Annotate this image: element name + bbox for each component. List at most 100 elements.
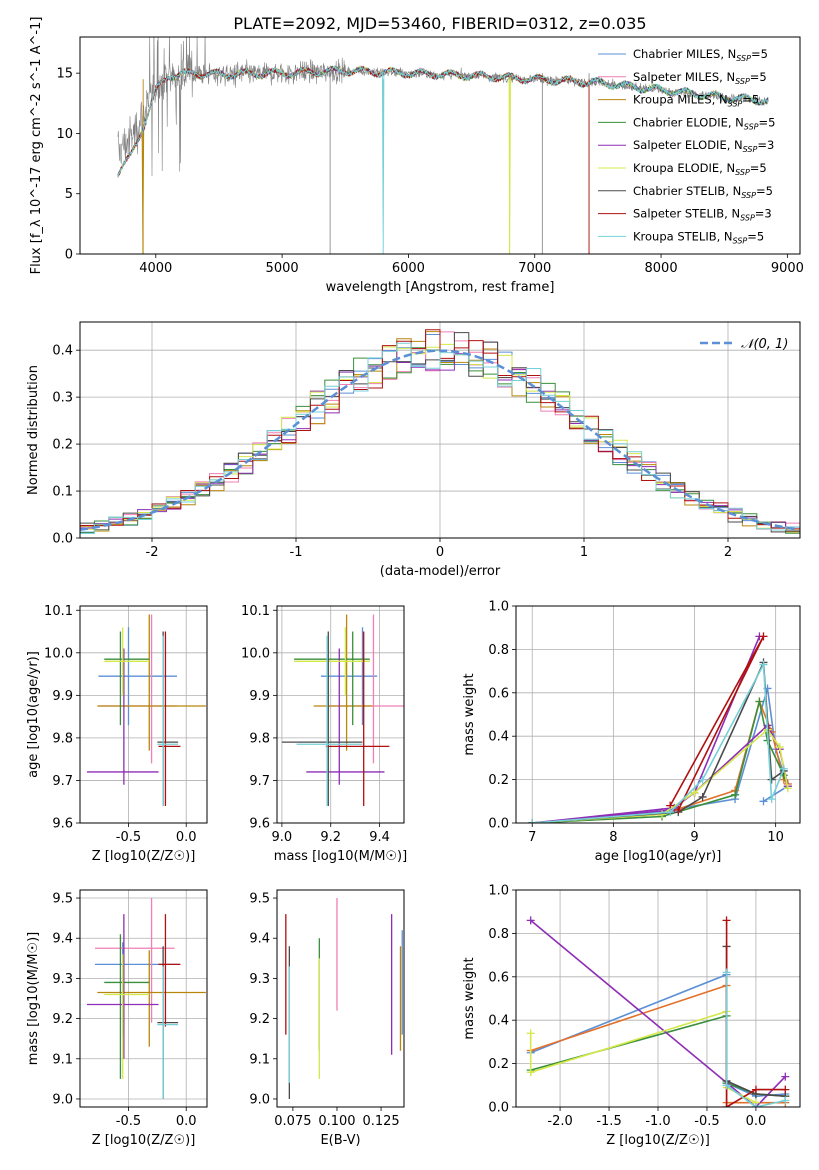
- y-tick-label: 10.0: [44, 646, 73, 661]
- panel-residual-histogram: -2 -1 0 1 2 0.0 0.1 0.2 0.3 0.4 (data-model)/error…: [26, 321, 801, 579]
- y-tick-label: 0.4: [488, 1014, 509, 1029]
- y-tick-label: 0.0: [52, 532, 73, 547]
- data-point: [121, 660, 124, 663]
- x-tick-label: 0.0: [176, 830, 197, 845]
- y-tick-label: 0.2: [52, 438, 73, 453]
- plus-marker: [759, 660, 768, 669]
- y-axis-label: mass weight: [462, 673, 477, 755]
- x-tick-label: 0.125: [362, 1114, 399, 1129]
- model-line-8: [117, 65, 590, 254]
- plus-marker: [526, 916, 535, 925]
- plot-area: [526, 916, 790, 1107]
- model-line-9: [117, 65, 769, 254]
- y-tick-label: 0.3: [52, 391, 73, 406]
- x-tick-label: 9000: [771, 261, 804, 276]
- mass-weight-age-line-8: [669, 636, 765, 811]
- y-tick-label: 15: [56, 67, 73, 82]
- plus-marker: [781, 1085, 790, 1094]
- data-point: [148, 991, 151, 994]
- y-tick-label: 0.6: [488, 970, 509, 985]
- y-tick-label: 9.5: [52, 892, 73, 907]
- plot-area: [117, 37, 769, 254]
- plus-marker: [526, 1068, 535, 1077]
- data-point: [121, 993, 124, 996]
- x-tick-label: 7: [528, 830, 536, 845]
- mass-weight-metallicity-line-8: [725, 972, 786, 1107]
- panel-spectrum: 4000 5000 6000 7000 8000 9000 0 5 10 15 wavelength…: [29, 17, 804, 295]
- plus-marker: [698, 775, 707, 784]
- axes-frame: [515, 605, 801, 824]
- mass-weight-age-line-9: [532, 661, 785, 823]
- y-tick-label: 9.6: [249, 817, 270, 832]
- y-axis-label: Normed distribution: [26, 365, 41, 495]
- x-tick-label: 1: [580, 545, 588, 560]
- legend-entry: Salpeter MILES, NSSP=5: [633, 70, 767, 86]
- plus-marker: [658, 810, 667, 819]
- x-tick-label: -0.5: [116, 830, 141, 845]
- data-point: [162, 1023, 165, 1026]
- plus-marker: [698, 792, 707, 801]
- y-tick-label: 0.4: [488, 730, 509, 745]
- x-tick-label: -0.5: [694, 1114, 719, 1129]
- y-tick-label: 9.1: [249, 1052, 270, 1067]
- plot-area: [285, 898, 403, 1099]
- x-axis-label: wavelength [Angstrom, rest frame]: [326, 280, 555, 295]
- legend-entry: Kroupa ELODIE, NSSP=5: [633, 161, 767, 177]
- data-point: [127, 675, 130, 678]
- mass-weight-age-line-7: [532, 662, 785, 823]
- y-tick-label: 9.0: [249, 1092, 270, 1107]
- legend-entry: Chabrier STELIB, NSSP=5: [633, 184, 773, 200]
- data-point: [345, 705, 348, 707]
- plus-marker: [666, 808, 675, 817]
- y-tick-label: 0.4: [52, 344, 73, 359]
- mass-weight-metallicity-line-5: [529, 1010, 757, 1104]
- data-point: [119, 981, 122, 984]
- panel-mass-vs-metallicity: -0.5 0.0 9.0 9.1 9.2 9.3 9.4 9.5 Z [log10(Z/Z☉)]…: [26, 889, 208, 1148]
- plus-marker: [783, 784, 792, 793]
- panel-mass-vs-ebv: 0.075 0.100 0.125 9.0 9.1 9.2 9.3 9.4 9.5 E(B-V): [249, 889, 405, 1148]
- legend-entry: Salpeter ELODIE, NSSP=3: [633, 138, 774, 154]
- y-tick-label: 0.0: [488, 1101, 509, 1116]
- gaussian-legend-label: 𝒩(0, 1): [741, 337, 788, 352]
- x-tick-label: 10: [767, 830, 784, 845]
- data-point: [150, 947, 153, 950]
- y-tick-label: 9.8: [249, 731, 270, 746]
- legend-entry: Chabrier ELODIE, NSSP=5: [633, 115, 775, 131]
- x-tick-label: 0.0: [176, 1114, 197, 1129]
- x-tick-label: 8000: [645, 261, 678, 276]
- x-axis-label: (data-model)/error: [380, 564, 501, 579]
- x-tick-label: 9.2: [320, 830, 341, 845]
- mass-weight-metallicity-line-4: [530, 919, 786, 1107]
- y-tick-label: 9.9: [52, 689, 73, 704]
- axes-frame: [79, 321, 801, 539]
- legend-entry: Kroupa MILES, NSSP=5: [633, 93, 759, 109]
- plot-area: [281, 614, 404, 806]
- x-tick-label: 9.4: [369, 830, 390, 845]
- plus-marker: [722, 968, 731, 977]
- y-tick-label: 0.0: [488, 817, 509, 832]
- data-point: [338, 771, 341, 773]
- plus-marker: [775, 743, 784, 752]
- y-axis-label: mass [log10(M/M☉)]: [26, 932, 41, 1065]
- mass-weight-age-line-3: [532, 701, 789, 823]
- x-tick-label: 0: [436, 545, 444, 560]
- y-tick-label: 9.6: [52, 817, 73, 832]
- y-tick-label: 9.1: [52, 1052, 73, 1067]
- x-tick-label: 7000: [518, 261, 551, 276]
- gaussian-curve: [80, 349, 798, 532]
- plus-marker: [674, 805, 683, 814]
- legend-entry: Chabrier MILES, NSSP=5: [633, 47, 768, 63]
- y-tick-label: 0.8: [488, 927, 509, 942]
- x-tick-label: -1.5: [596, 1114, 621, 1129]
- y-axis-label: age [log10(age/yr)]: [26, 651, 41, 778]
- data-point: [148, 705, 151, 707]
- y-tick-label: 9.2: [52, 1012, 73, 1027]
- y-tick-label: 9.7: [52, 774, 73, 789]
- plus-marker: [759, 797, 768, 806]
- data-point: [162, 743, 165, 746]
- y-tick-label: 0.2: [488, 773, 509, 788]
- y-tick-label: 5: [65, 187, 73, 202]
- plus-marker: [781, 1096, 790, 1105]
- data-point: [122, 1003, 125, 1006]
